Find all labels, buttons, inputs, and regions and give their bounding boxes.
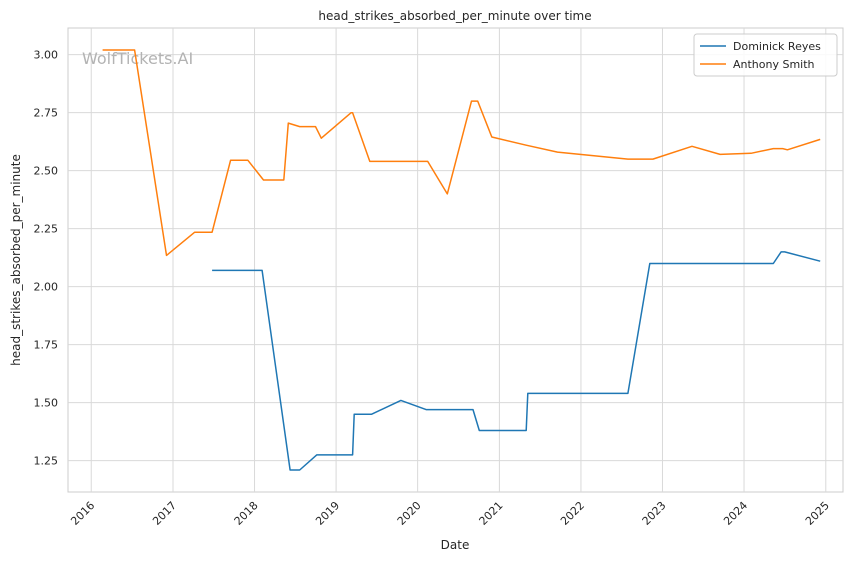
y-tick-label: 2.00 bbox=[34, 281, 59, 294]
y-tick-label: 1.25 bbox=[34, 455, 59, 468]
grid bbox=[68, 28, 843, 492]
x-tick-label: 2022 bbox=[558, 499, 587, 528]
legend-label-dominick-reyes: Dominick Reyes bbox=[733, 40, 821, 53]
series-lines bbox=[102, 49, 821, 471]
y-tick-label: 1.50 bbox=[34, 397, 59, 410]
x-axis-label: Date bbox=[441, 538, 470, 552]
series-line-dominick-reyes bbox=[212, 251, 821, 471]
x-tick-label: 2020 bbox=[395, 499, 424, 528]
x-tick-label: 2025 bbox=[803, 499, 832, 528]
series-line-anthony-smith bbox=[102, 49, 821, 257]
legend-box bbox=[693, 33, 838, 77]
y-tick-label: 2.25 bbox=[34, 223, 59, 236]
chart-title: head_strikes_absorbed_per_minute over ti… bbox=[318, 9, 591, 23]
y-tick-label: 2.75 bbox=[34, 107, 59, 120]
watermark: WolfTickets.AI bbox=[82, 49, 193, 68]
x-tick-label: 2018 bbox=[232, 499, 261, 528]
x-tick-label: 2017 bbox=[150, 499, 179, 528]
x-tick-label: 2024 bbox=[721, 499, 750, 528]
y-tick-label: 3.00 bbox=[34, 49, 59, 62]
x-tick-label: 2023 bbox=[640, 499, 669, 528]
x-tick-label: 2016 bbox=[68, 499, 97, 528]
y-tick-label: 1.75 bbox=[34, 339, 59, 352]
x-tick-label: 2021 bbox=[477, 499, 506, 528]
y-axis-label: head_strikes_absorbed_per_minute bbox=[9, 154, 23, 366]
x-tick-label: 2019 bbox=[313, 499, 342, 528]
legend: Dominick Reyes Anthony Smith bbox=[693, 33, 838, 77]
legend-label-anthony-smith: Anthony Smith bbox=[733, 58, 815, 71]
plot-area bbox=[67, 27, 844, 493]
y-tick-label: 2.50 bbox=[34, 165, 59, 178]
